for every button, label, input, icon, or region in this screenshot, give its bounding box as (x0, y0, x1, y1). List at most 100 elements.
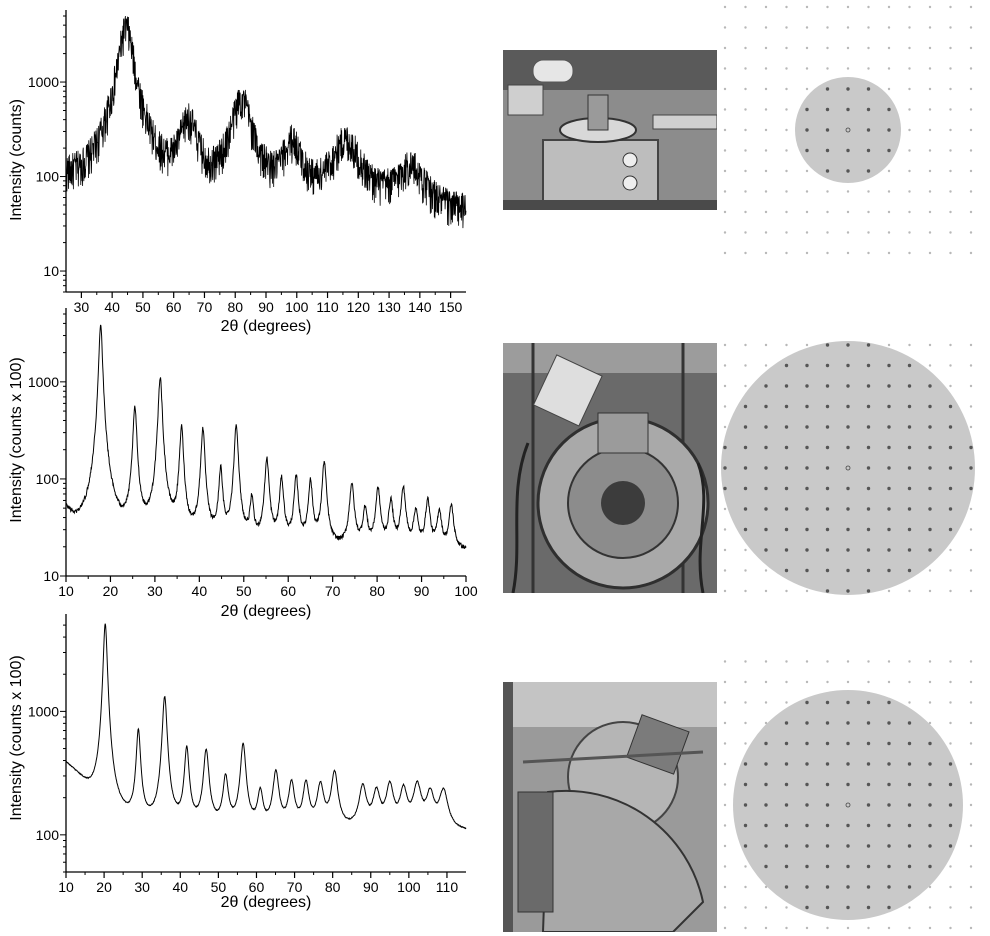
lattice-point (949, 865, 952, 868)
x-tick-label: 50 (236, 583, 252, 599)
lattice-point (785, 87, 788, 91)
y-tick-label: 1000 (28, 74, 59, 90)
lattice-point (928, 569, 932, 572)
lattice-point (887, 251, 891, 255)
lattice-point (784, 885, 789, 889)
lattice-point (785, 660, 788, 663)
lattice-point (866, 864, 871, 869)
lattice-point (907, 363, 912, 368)
lattice-point (908, 169, 911, 173)
lattice-point (907, 823, 912, 828)
x-tick-label: 50 (135, 299, 151, 315)
lattice-point (723, 680, 727, 684)
lattice-point (887, 26, 891, 29)
lattice-point (723, 445, 727, 450)
lattice-point (723, 926, 727, 930)
lattice-point (723, 486, 727, 491)
lattice-point (784, 404, 789, 409)
lattice-point (846, 445, 850, 450)
lattice-point (969, 5, 973, 9)
lattice-point (785, 169, 788, 173)
lattice-point (825, 486, 830, 491)
lattice-point (826, 251, 829, 255)
lattice-point (826, 926, 829, 930)
lattice-point (908, 26, 911, 29)
lattice-point (887, 680, 891, 684)
lattice-point (949, 343, 952, 347)
lattice-point (846, 384, 850, 388)
chart-2-xlabel: 2θ (degrees) (221, 603, 312, 620)
lattice-point (743, 823, 748, 828)
lattice-point (908, 701, 911, 704)
lattice-point (949, 680, 952, 684)
chart-1-marks: 30 40 50 60 70 80 90 100 110 120 130 140 150 10 100 100… (28, 10, 467, 315)
lattice-point (928, 404, 932, 409)
lattice-point (785, 343, 788, 347)
lattice-point (969, 660, 973, 663)
lattice-point (887, 527, 891, 532)
lattice-point (805, 782, 809, 787)
lattice-origin (845, 802, 851, 808)
lattice-point (764, 251, 768, 255)
xrd-chart-3: 10 20 30 40 50 60 70 80 90 100 110 100 1000 2θ (degr… (8, 614, 467, 911)
lattice-point (866, 507, 871, 511)
lattice-point (887, 844, 891, 848)
lattice-point (764, 701, 768, 704)
lattice-point (969, 589, 973, 593)
lattice-point (846, 169, 850, 173)
lattice-point (805, 67, 809, 70)
lattice-point (949, 46, 952, 50)
lattice-point (969, 548, 973, 552)
x-tick-label: 40 (172, 879, 188, 895)
x-tick-label: 40 (192, 583, 208, 599)
lattice-point (825, 466, 830, 470)
lattice-point (825, 741, 830, 746)
lattice-point (887, 660, 891, 663)
lattice-point (723, 67, 727, 70)
lattice-point (866, 107, 871, 112)
lattice-point (908, 210, 911, 214)
lattice-point (907, 384, 912, 388)
lattice-point (805, 568, 809, 573)
lattice-point (887, 782, 891, 787)
x-tick-label: 110 (436, 879, 459, 895)
lattice-point (764, 26, 768, 29)
reciprocal-lattice-2 (721, 341, 975, 595)
lattice-point (846, 425, 850, 429)
lattice-point (846, 507, 850, 511)
lattice-point (764, 404, 768, 409)
lattice-point (846, 782, 850, 787)
lattice-point (764, 486, 768, 491)
lattice-point (744, 210, 747, 214)
lattice-point (887, 507, 891, 511)
lattice-origin (845, 127, 851, 133)
lattice-point (846, 568, 850, 573)
lattice-point (784, 803, 789, 807)
lattice-point (825, 107, 830, 112)
lattice-point (784, 425, 789, 429)
lattice-point (784, 823, 789, 828)
lattice-point (969, 824, 973, 827)
lattice-point (723, 466, 727, 470)
chart-3-marks: 10 20 30 40 50 60 70 80 90 100 110 100 1000 (28, 614, 467, 895)
lattice-point (928, 169, 932, 173)
lattice-point (805, 589, 809, 593)
lattice-point (805, 527, 809, 532)
lattice-point (805, 926, 809, 930)
lattice-point (723, 824, 727, 827)
lattice-point (969, 569, 973, 572)
lattice-point (908, 680, 911, 684)
lattice-point (764, 87, 768, 91)
lattice-point (969, 231, 973, 234)
lattice-point (744, 906, 747, 909)
lattice-point (825, 548, 830, 552)
lattice-point (825, 568, 830, 573)
lattice-point (825, 864, 830, 869)
lattice-point (764, 67, 768, 70)
lattice-point (723, 128, 727, 132)
lattice-point (928, 762, 932, 766)
lattice-point (949, 231, 952, 234)
lattice-point (887, 905, 891, 910)
lattice-point (866, 404, 871, 409)
lattice-point (723, 906, 727, 909)
